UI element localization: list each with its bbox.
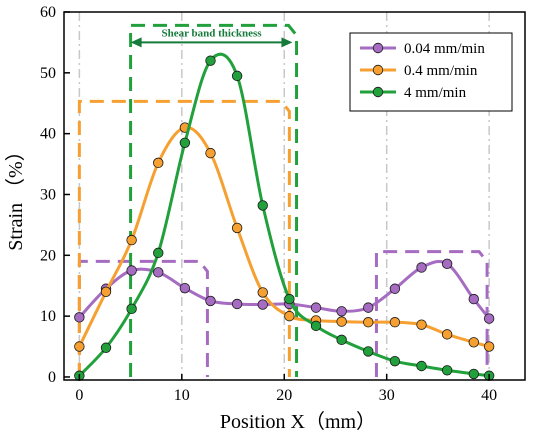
data-point	[231, 70, 243, 82]
y-axis-title: Strain （%）	[4, 141, 27, 250]
data-point	[257, 287, 268, 298]
data-point	[468, 337, 479, 348]
data-point	[336, 306, 347, 317]
y-tick-label: 0	[48, 369, 56, 386]
data-point	[363, 317, 374, 328]
x-tick-label: 0	[75, 387, 83, 404]
data-point	[126, 265, 137, 276]
data-point	[483, 313, 495, 324]
data-point	[231, 222, 243, 234]
data-point	[179, 137, 191, 148]
data-point	[336, 334, 347, 346]
data-point	[153, 247, 164, 259]
data-point	[205, 295, 216, 307]
data-point	[231, 298, 243, 310]
y-tick-label: 20	[40, 247, 56, 264]
legend: 0.04 mm/min 0.4 mm/min 4 mm/min	[349, 32, 513, 112]
x-tick-label: 20	[276, 387, 292, 404]
data-point	[389, 283, 401, 294]
data-point	[284, 293, 295, 305]
annotation-label: Shear band thickness	[161, 27, 262, 39]
data-point	[153, 157, 164, 169]
data-point	[179, 282, 191, 294]
legend-swatch-marker	[372, 42, 384, 54]
data-point	[310, 302, 322, 313]
legend-label: 0.4 mm/min	[404, 63, 478, 79]
data-point	[441, 258, 453, 270]
data-point	[126, 303, 137, 315]
data-series	[74, 52, 495, 381]
data-point	[257, 299, 268, 310]
data-point	[205, 55, 216, 66]
data-point	[363, 346, 374, 357]
data-point	[441, 365, 453, 376]
data-point	[205, 147, 216, 159]
data-point	[126, 234, 137, 246]
data-point	[310, 320, 322, 332]
x-tick-label: 10	[174, 387, 190, 404]
data-point	[416, 360, 427, 372]
annotation-arrowhead-left	[130, 37, 142, 48]
legend-label: 4 mm/min	[404, 85, 467, 101]
data-point	[100, 342, 112, 353]
legend-label: 0.04 mm/min	[404, 41, 485, 57]
x-tick-label: 40	[481, 387, 497, 404]
legend-swatch-marker	[372, 64, 384, 76]
data-point	[336, 316, 347, 327]
y-tick-label: 50	[40, 65, 56, 82]
data-point	[416, 319, 427, 330]
y-tick-label: 40	[40, 126, 56, 143]
legend-swatch-marker	[372, 86, 384, 98]
data-point	[257, 200, 268, 211]
shear-band-annotation: Shear band thickness	[130, 27, 293, 48]
data-point	[153, 267, 164, 278]
annotation-arrowhead-right	[281, 37, 293, 48]
data-point	[363, 302, 374, 313]
dashed-region-box	[77, 99, 291, 377]
plot-frame	[63, 11, 526, 381]
data-point	[74, 341, 85, 352]
y-tick-label: 60	[40, 4, 56, 21]
data-point	[389, 355, 401, 367]
dashed-region-box	[77, 259, 209, 377]
data-point	[74, 312, 85, 323]
dashed-boxes	[77, 23, 489, 377]
x-tick-label: 30	[379, 387, 395, 404]
data-point	[100, 286, 112, 298]
data-point	[483, 341, 495, 352]
data-point	[468, 368, 479, 380]
dashed-region-box	[374, 250, 489, 377]
data-point	[389, 317, 401, 328]
data-point	[284, 310, 295, 322]
data-point	[416, 262, 427, 273]
y-tick-label: 10	[40, 308, 56, 325]
y-tick-label: 30	[40, 186, 56, 203]
data-point	[468, 293, 479, 305]
dashed-region-box	[129, 23, 299, 377]
x-axis-title: Position X（mm）	[220, 410, 376, 433]
data-point	[441, 329, 453, 340]
series-line-1	[78, 126, 490, 348]
axis-ticks: 0 10 20 30 40 0 10 20 30 40 50 60	[40, 4, 497, 404]
